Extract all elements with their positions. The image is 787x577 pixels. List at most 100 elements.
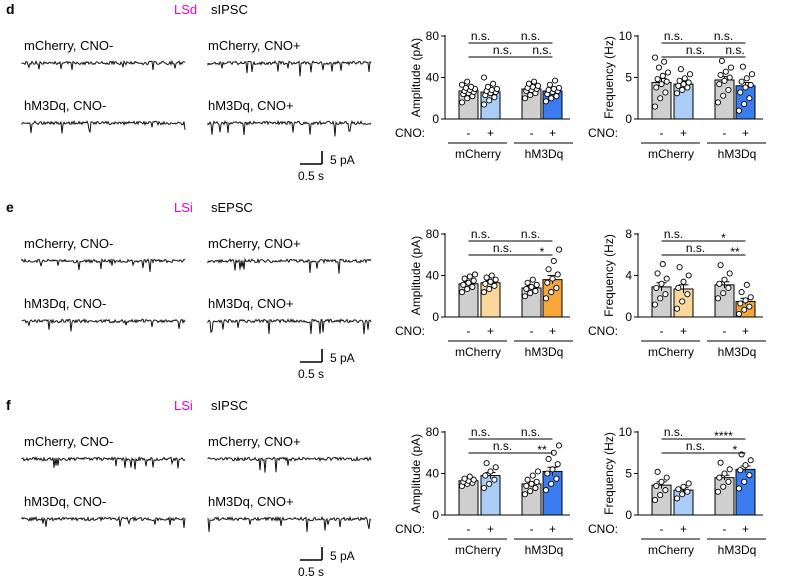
panel-d-freq-data-point: [718, 57, 725, 64]
panel-f-freq-data-point: [714, 488, 722, 495]
panel-e-amp-data-point: [544, 279, 551, 286]
panel-d-freq-group-label-2: hM3Dq: [718, 147, 757, 161]
panel-e-letter: e: [6, 199, 14, 215]
panel-d-amp-data-point: [525, 80, 532, 87]
panel-f-freq-data-point: [737, 467, 744, 474]
panel-f-amp-group-label-2: hM3Dq: [525, 543, 564, 557]
panel-e-trace-1: [21, 257, 186, 273]
panel-d-freq-data-point: [725, 86, 732, 93]
panel-f-amp-data-point: [461, 475, 468, 482]
panel-e-amp-data-point: [492, 276, 499, 283]
panel-d-freq-data-point: [680, 81, 687, 88]
panel-e-amp-data-point: [488, 272, 495, 279]
panel-d-scale-y-label: 5 pA: [330, 153, 355, 167]
panel-d-freq-cno-plus: +: [680, 126, 687, 140]
panel-d-freq-data-point: [742, 84, 749, 91]
panel-f-freq-data-point: [746, 472, 753, 479]
panel-f-amp-sig-bottom-right: **: [537, 443, 547, 457]
panel-d-freq-data-point: [714, 99, 722, 106]
panel-f-amp-data-point: [521, 491, 529, 498]
panel-e-amp-data-point: [528, 283, 535, 290]
panel-f-freq-group-label-1: mCherry: [648, 543, 694, 557]
panel-d-amp-sig-bottom-left: n.s.: [493, 43, 512, 57]
panel-f-amp-data-point: [483, 460, 490, 467]
panel-f-amp-data-point: [524, 476, 531, 483]
panel-d-amp-data-point: [546, 81, 553, 88]
panel-e-amp-data-point: [483, 274, 490, 281]
panel-e-amp-data-point: [471, 271, 479, 278]
panel-d-freq-data-point: [664, 69, 672, 76]
panel-d-freq-y-tick-label: 0: [625, 112, 632, 126]
panel-e-trace-label-4: hM3Dq, CNO+: [208, 296, 294, 311]
panel-d-amp-data-point: [521, 95, 529, 102]
panel-e-amp-data-point: [464, 285, 471, 293]
panel-d-freq-data-point: [659, 72, 666, 79]
panel-e-amp-sig-top-left: n.s.: [471, 227, 490, 241]
panel-f-amp-data-point: [534, 468, 542, 475]
panel-e-amp-sig-top-right: n.s.: [521, 227, 540, 241]
panel-f-trace-label-2: mCherry, CNO+: [208, 434, 301, 449]
panel-f-trace-label-1: mCherry, CNO-: [24, 434, 113, 449]
panel-e-freq-data-point: [685, 272, 692, 279]
panel-e-amp-data-point: [466, 273, 473, 280]
panel-f-amp-data-point: [527, 488, 534, 495]
panel-f-amp-data-point: [482, 472, 489, 479]
panel-e-amp-data-point: [491, 282, 498, 289]
panel-e-amp-cno-minus: -: [467, 324, 471, 338]
panel-d-freq-y-tick-label: 5: [625, 71, 632, 85]
panel-e-amp-sig-bottom-left: n.s.: [493, 241, 512, 255]
panel-e-amp-data-point: [529, 276, 536, 283]
panel-d-amp-y-tick-label: 40: [426, 71, 440, 85]
panel-f-freq-cno-minus: -: [660, 522, 664, 536]
panel-d-amp-sig-top-right: n.s.: [521, 29, 540, 43]
panel-f-freq-data-point: [684, 488, 691, 495]
panel-e-freq-data-point: [720, 290, 727, 297]
panel-d-freq-data-point: [722, 68, 729, 75]
panel-d-freq-cno-minus: -: [723, 126, 727, 140]
panel-d-trace-label-3: hM3Dq, CNO-: [24, 98, 106, 113]
panel-d-trace-3: [21, 120, 186, 134]
panel-f-freq-data-point: [662, 487, 669, 494]
panel-d-freq-data-point: [661, 58, 668, 65]
panel-f-amp-data-point: [533, 478, 540, 485]
panel-d-amp-data-point: [480, 74, 488, 81]
panel-e-freq-data-point: [747, 294, 754, 301]
panel-f-amp-cno-label: CNO:: [395, 522, 425, 536]
panel-e-trace-2: [207, 257, 372, 274]
panel-e-freq-data-point: [737, 300, 744, 307]
panel-e-amp-cno-minus: -: [530, 324, 534, 338]
panel-d-amp-data-point: [458, 81, 466, 88]
panel-e-freq-data-point: [654, 270, 661, 277]
panel-e-amp-data-point: [486, 285, 493, 293]
panel-e-amp-data-point: [460, 281, 467, 288]
panel-d-amp-data-point: [468, 83, 475, 90]
panel-d-freq-data-point: [675, 82, 682, 89]
panel-e-freq-data-point: [726, 270, 733, 277]
panel-f-freq-y-tick-label: 10: [619, 425, 633, 439]
panel-f-freq-data-point: [721, 470, 728, 477]
panel-d-amp-cno-minus: -: [467, 126, 471, 140]
panel-d-amp-y-tick-label: 80: [426, 29, 440, 43]
panel-d-freq-cno-label: CNO:: [588, 126, 618, 140]
panel-f-freq-bar-3: [714, 477, 735, 516]
panel-e-freq-data-point: [743, 281, 750, 288]
panel-e-freq-data-point: [659, 261, 666, 268]
panel-e-amp-data-point: [549, 275, 556, 282]
panel-d-freq-sig-top-left: n.s.: [664, 29, 683, 43]
panel-d-amp-data-point: [548, 95, 555, 102]
panel-e-freq-data-point: [746, 303, 753, 310]
panel-d-freq-data-point: [727, 64, 735, 71]
panel-e-amp-data-point: [527, 290, 534, 297]
panel-d-amp-group-label-1: mCherry: [455, 147, 501, 161]
panel-e-freq-data-point: [676, 264, 683, 271]
panel-d-freq-data-point: [657, 95, 664, 102]
panel-e-freq-sig-bottom-right: **: [730, 245, 740, 259]
panel-d-amp-cno-plus: +: [487, 126, 494, 140]
panel-e-freq-cno-label: CNO:: [588, 324, 618, 338]
panel-f-trace-2: [207, 455, 372, 473]
panel-f-freq-sig-bottom-left: n.s.: [686, 439, 705, 453]
panel-d-amp-sig-top-left: n.s.: [471, 29, 490, 43]
panel-f-freq-data-point: [680, 483, 687, 490]
panel-e-trace-label-3: hM3Dq, CNO-: [24, 296, 106, 311]
